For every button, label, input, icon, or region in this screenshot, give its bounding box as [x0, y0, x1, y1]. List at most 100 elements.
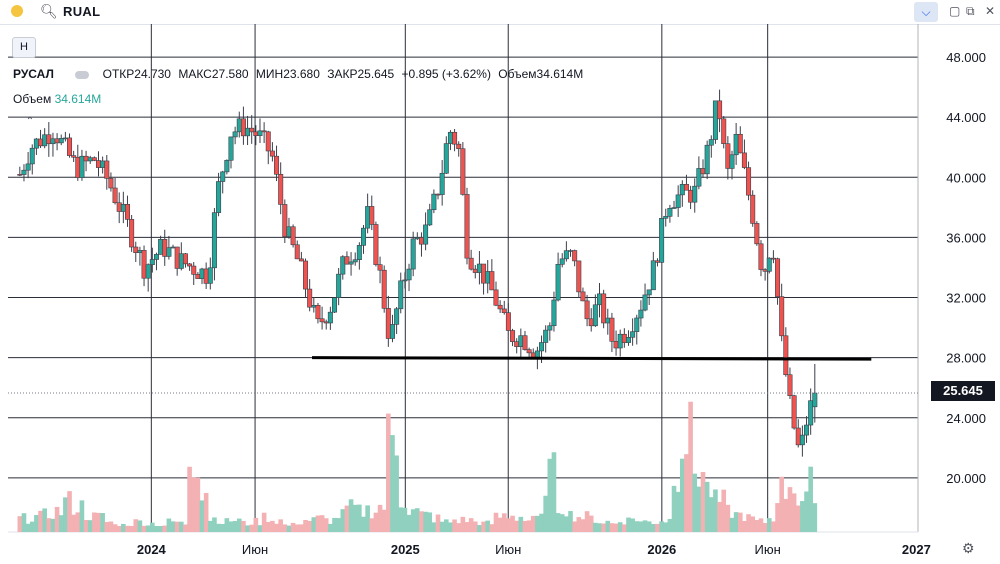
volume-bar — [605, 520, 611, 532]
candle-body — [174, 246, 180, 269]
candle-body — [360, 227, 366, 246]
candle-body — [187, 263, 193, 267]
x-tick-label: 2025 — [391, 542, 420, 557]
candle-body — [460, 148, 466, 195]
candle-body — [166, 247, 172, 257]
price-legend: РУСАЛ ОТКР24.730 МАКС27.580 МИН23.680 ЗА… — [13, 67, 587, 81]
candle-body — [336, 273, 342, 299]
volume-bar — [758, 518, 764, 532]
collapse-chevron-icon[interactable]: ⌃ — [25, 116, 35, 127]
candle-body — [696, 168, 702, 187]
volume-bar — [282, 524, 288, 532]
volume-bar — [112, 524, 118, 532]
volume-bar — [199, 500, 205, 532]
volume-bar — [390, 435, 395, 532]
candle-body — [54, 138, 60, 144]
volume-bar — [439, 521, 445, 532]
volume-bar — [464, 522, 470, 532]
candle-body — [257, 130, 263, 136]
candle-body — [804, 424, 810, 436]
candle-body — [327, 311, 333, 324]
maximize-icon[interactable]: ▢ — [949, 4, 961, 18]
volume-bar — [510, 515, 515, 532]
eye-toggle-icon[interactable] — [75, 70, 90, 79]
y-tick-label: 20.000 — [946, 471, 986, 486]
volume-bar — [377, 504, 383, 532]
settings-gear-icon[interactable]: ⚙ — [962, 540, 975, 556]
volume-bar — [232, 521, 238, 532]
volume-bar — [100, 513, 105, 532]
candle-body — [145, 264, 151, 279]
volume-bar — [485, 520, 491, 532]
candle-body — [58, 138, 64, 144]
volume-bar — [551, 452, 557, 532]
close-icon[interactable]: ✕ — [985, 4, 996, 18]
candle-body — [766, 257, 772, 272]
candle-body — [298, 258, 304, 262]
candle-body — [501, 308, 507, 313]
volume-bar — [290, 522, 296, 532]
candle-body — [642, 294, 648, 311]
volume-bar — [452, 519, 457, 532]
volume-bar — [559, 514, 565, 532]
candle-body — [410, 238, 416, 270]
y-tick-label: 24.000 — [946, 411, 986, 426]
volume-bar — [348, 499, 354, 532]
candle-body — [551, 299, 557, 327]
volume-bar — [638, 521, 644, 532]
candle-body — [493, 289, 499, 306]
volume-bar — [75, 512, 81, 532]
candle-body — [195, 274, 201, 279]
candle-body — [261, 130, 267, 133]
high-label: МАКС — [178, 67, 212, 81]
candle-body — [704, 144, 710, 175]
volume-bar — [700, 471, 706, 532]
volume-bar — [46, 518, 52, 532]
volume-bar — [303, 520, 308, 532]
volume-bar — [183, 524, 188, 532]
volume-bar — [319, 515, 325, 532]
volume-bar — [253, 517, 259, 532]
volume-bar — [696, 486, 702, 532]
volume-bar — [220, 524, 226, 532]
volume-bar — [526, 520, 532, 532]
volume-bar — [87, 520, 93, 532]
candle-body — [812, 392, 818, 408]
candle-body — [423, 224, 429, 245]
volume-bar — [394, 455, 399, 532]
candle-body — [688, 189, 694, 203]
restore-icon[interactable]: ⧉ — [966, 4, 975, 18]
volume-bar — [684, 454, 689, 532]
volume-bar — [179, 521, 184, 532]
candle-body — [750, 194, 756, 224]
volume-bar — [472, 521, 478, 532]
volume-bar — [704, 481, 710, 532]
volume-bar — [328, 523, 333, 532]
candle-body — [228, 136, 234, 161]
candle-body — [133, 246, 139, 253]
candle-body — [389, 324, 395, 339]
candle-body — [319, 318, 325, 323]
candle-body — [526, 349, 532, 354]
candle-body — [129, 219, 135, 248]
volume-bar — [265, 521, 271, 532]
volume-bar — [564, 516, 569, 532]
volume-bar — [708, 497, 714, 532]
hide-toolbar-button[interactable]: Н — [12, 37, 36, 58]
chevron-down-icon[interactable]: ⌵ — [914, 2, 938, 22]
volume-bar — [141, 525, 147, 532]
volume-bar — [311, 517, 317, 532]
candle-body — [158, 239, 164, 255]
candle-body — [447, 131, 453, 144]
candle-body — [518, 335, 524, 347]
candle-body — [385, 308, 391, 339]
search-icon[interactable]: 🔍︎ — [40, 3, 58, 19]
candle-body — [683, 184, 689, 191]
candle-body — [323, 321, 329, 324]
x-tick-label: 2027 — [902, 542, 931, 557]
symbol-search-input[interactable]: RUAL — [63, 4, 101, 19]
volume-bar — [675, 491, 681, 532]
candle-body — [700, 168, 706, 175]
volume-bar — [352, 504, 358, 532]
